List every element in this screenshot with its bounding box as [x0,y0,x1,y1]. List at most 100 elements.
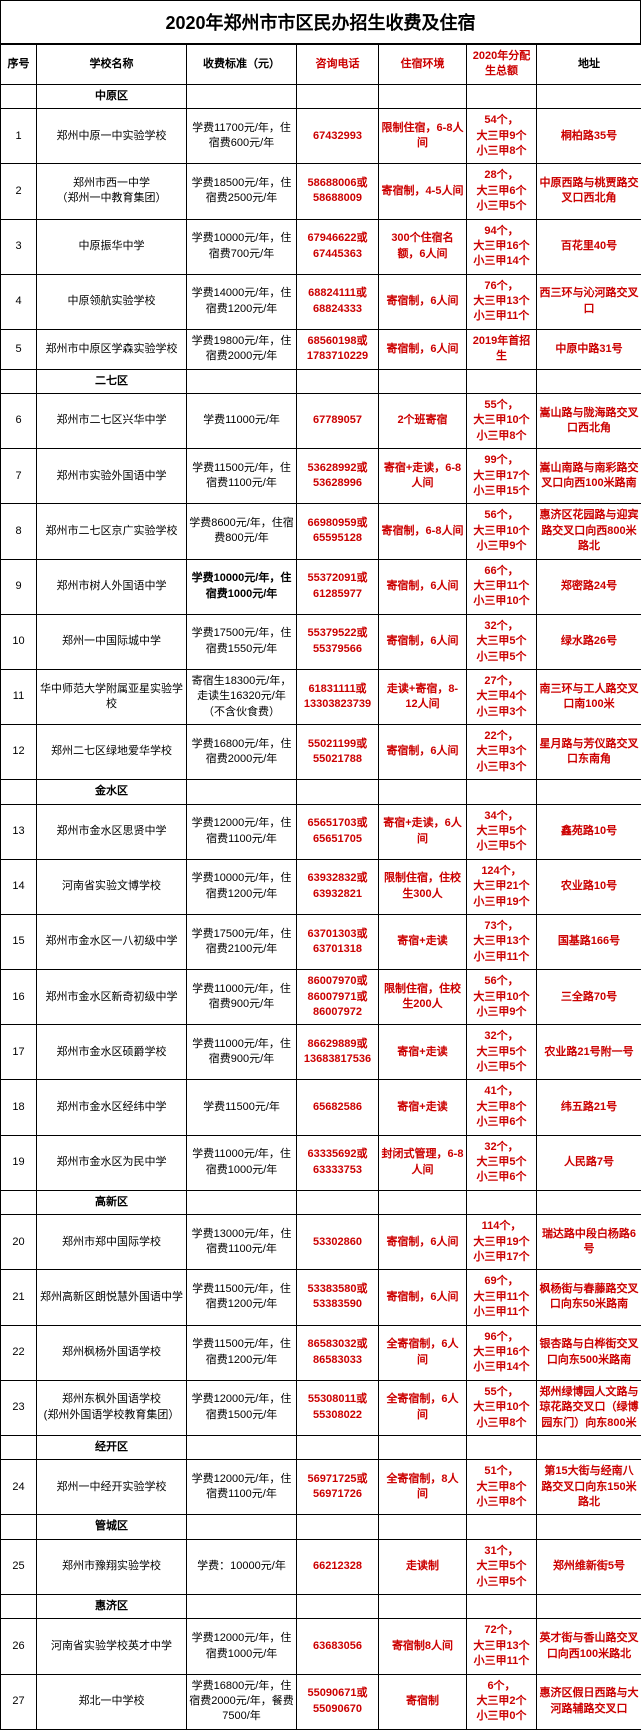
row-id: 6 [1,394,37,449]
school-name: 郑州市二七区京广实验学校 [37,504,187,559]
quota: 99个，大三甲17个小三甲15个 [467,449,537,504]
dorm: 寄宿制，6人间 [379,1215,467,1270]
school-name: 华中师范大学附属亚星实验学校 [37,669,187,724]
school-name: 郑州枫杨外国语学校 [37,1325,187,1380]
fee: 学费12000元/年，住宿费1500元/年 [187,1380,297,1435]
district-header: 惠济区 [37,1595,187,1619]
row-id: 26 [1,1619,37,1674]
row-id: 1 [1,109,37,164]
district-header: 二七区 [37,369,187,393]
addr: 桐柏路35号 [537,109,641,164]
phone: 53302860 [297,1215,379,1270]
row-id: 3 [1,219,37,274]
row-id: 9 [1,559,37,614]
phone: 86007970或86007971或86007972 [297,970,379,1025]
header-id: 序号 [1,45,37,85]
row-id: 27 [1,1674,37,1729]
addr: 郑密路24号 [537,559,641,614]
quota: 56个，大三甲10个小三甲9个 [467,504,537,559]
row-id: 17 [1,1025,37,1080]
phone: 58688006或58688009 [297,164,379,219]
quota: 55个，大三甲10个小三甲8个 [467,394,537,449]
fee: 学费11000元/年，住宿费1000元/年 [187,1135,297,1190]
dorm: 300个住宿名额，6人间 [379,219,467,274]
school-name: 郑北一中学校 [37,1674,187,1729]
addr: 嵩山路与陇海路交叉口西北角 [537,394,641,449]
quota: 124个，大三甲21个小三甲19个 [467,859,537,914]
quota: 66个，大三甲11个小三甲10个 [467,559,537,614]
phone: 68560198或1783710229 [297,329,379,369]
phone: 66980959或65595128 [297,504,379,559]
phone: 55379522或55379566 [297,614,379,669]
dorm: 走读+寄宿，8-12人间 [379,669,467,724]
dorm: 走读制 [379,1539,467,1594]
quota: 6个，大三甲2个小三甲0个 [467,1674,537,1729]
phone: 61831111或13303823739 [297,669,379,724]
school-name: 郑州市二七区兴华中学 [37,394,187,449]
dorm: 寄宿制，6-8人间 [379,504,467,559]
addr: 西三环与沁河路交叉口 [537,274,641,329]
phone: 86583032或86583033 [297,1325,379,1380]
fee: 寄宿生18300元/年，走读生16320元/年（不含伙食费） [187,669,297,724]
row-id: 16 [1,970,37,1025]
fee: 学费17500元/年，住宿费1550元/年 [187,614,297,669]
row-id: 2 [1,164,37,219]
phone: 67789057 [297,394,379,449]
fee: 学费10000元/年，住宿费1200元/年 [187,859,297,914]
school-name: 郑州市郑中国际学校 [37,1215,187,1270]
dorm: 封闭式管理，6-8人间 [379,1135,467,1190]
phone: 63932832或63932821 [297,859,379,914]
row-id: 8 [1,504,37,559]
district-header: 管城区 [37,1515,187,1539]
fee: 学费16800元/年，住宿费2000元/年 [187,725,297,780]
header-fee: 收费标准（元） [187,45,297,85]
fee: 学费12000元/年，住宿费1100元/年 [187,804,297,859]
row-id: 7 [1,449,37,504]
addr: 中原西路与桃贾路交叉口西北角 [537,164,641,219]
fee: 学费：10000元/年 [187,1539,297,1594]
row-id: 14 [1,859,37,914]
district-header: 经开区 [37,1435,187,1459]
quota: 96个，大三甲16个小三甲14个 [467,1325,537,1380]
district-header: 中原区 [37,84,187,108]
addr: 郑州维新街5号 [537,1539,641,1594]
dorm: 寄宿制，6人间 [379,725,467,780]
addr: 人民路7号 [537,1135,641,1190]
school-name: 郑州中原一中实验学校 [37,109,187,164]
school-name: 郑州市金水区思贤中学 [37,804,187,859]
addr: 国基路166号 [537,914,641,969]
dorm: 寄宿制，6人间 [379,1270,467,1325]
school-name: 郑州市实验外国语中学 [37,449,187,504]
row-id: 5 [1,329,37,369]
addr: 郑州绿博园人文路与琼花路交叉口（绿博园东门）向东800米 [537,1380,641,1435]
school-name: 郑州市金水区经纬中学 [37,1080,187,1135]
dorm: 寄宿制，6人间 [379,329,467,369]
addr: 绿水路26号 [537,614,641,669]
addr: 英才街与香山路交叉口向西100米路北 [537,1619,641,1674]
quota: 32个，大三甲5个小三甲5个 [467,1025,537,1080]
school-name: 河南省实验文博学校 [37,859,187,914]
school-name: 郑州市金水区硕爵学校 [37,1025,187,1080]
header-name: 学校名称 [37,45,187,85]
dorm: 寄宿+走读 [379,914,467,969]
school-name: 郑州一中国际城中学 [37,614,187,669]
fee: 学费11500元/年，住宿费1100元/年 [187,449,297,504]
fee: 学费18500元/年，住宿费2500元/年 [187,164,297,219]
addr: 三全路70号 [537,970,641,1025]
phone: 55372091或61285977 [297,559,379,614]
fee: 学费11000元/年，住宿费900元/年 [187,970,297,1025]
school-name: 郑州市树人外国语中学 [37,559,187,614]
dorm: 寄宿制8人间 [379,1619,467,1674]
dorm: 全寄宿制，8人间 [379,1460,467,1515]
quota: 41个，大三甲8个小三甲6个 [467,1080,537,1135]
dorm: 寄宿制，6人间 [379,274,467,329]
dorm: 全寄宿制，6人间 [379,1325,467,1380]
dorm: 限制住宿，6-8人间 [379,109,467,164]
row-id: 4 [1,274,37,329]
fee: 学费12000元/年，住宿费1100元/年 [187,1460,297,1515]
school-name: 中原领航实验学校 [37,274,187,329]
dorm: 寄宿制，6人间 [379,614,467,669]
phone: 56971725或56971726 [297,1460,379,1515]
school-name: 中原振华中学 [37,219,187,274]
quota: 32个，大三甲5个小三甲5个 [467,614,537,669]
